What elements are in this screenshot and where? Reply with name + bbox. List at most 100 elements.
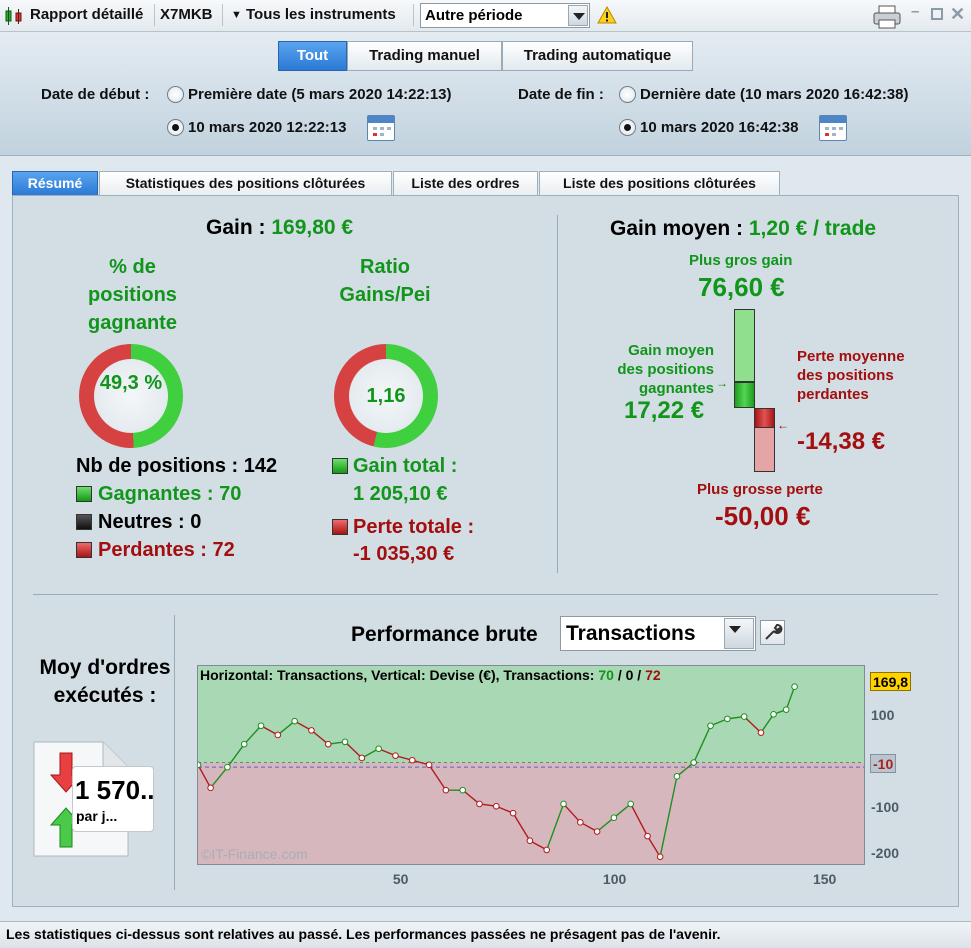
end-custom-radio[interactable] <box>619 119 636 136</box>
series-segment <box>512 812 531 842</box>
data-point <box>425 761 433 769</box>
winners-count: Gagnantes : 70 <box>98 483 242 505</box>
series-segment <box>693 725 712 763</box>
wrench-icon[interactable] <box>760 620 785 645</box>
x-tick-label: 150 <box>812 871 837 887</box>
avg-loss-value: -14,38 € <box>797 428 886 455</box>
avg-loss-bar <box>754 408 775 428</box>
mode-auto-button[interactable]: Trading automatique <box>502 41 693 71</box>
tab-orders[interactable]: Liste des ordres <box>393 171 538 195</box>
series-segment <box>743 716 762 734</box>
performance-line-chart <box>198 666 864 864</box>
series-segment <box>646 835 661 858</box>
disclaimer: Les statistiques ci-dessus sont relative… <box>6 926 721 942</box>
data-point <box>770 710 777 718</box>
instruments-dropdown[interactable]: Tous les instruments <box>246 6 396 23</box>
ratio-title: Ratio Gains/Pei <box>339 256 431 306</box>
tab-closed-positions[interactable]: Liste des positions clôturées <box>539 171 780 195</box>
series-segment <box>428 764 447 791</box>
close-icon[interactable]: ✕ <box>950 4 966 24</box>
filter-panel: Tout Trading manuel Trading automatique … <box>0 32 971 156</box>
calendar-icon[interactable] <box>819 115 847 141</box>
data-point <box>408 756 416 764</box>
data-point <box>526 837 534 845</box>
data-point <box>358 754 366 762</box>
end-date-label: Date de fin : <box>518 86 604 103</box>
series-segment <box>344 741 363 759</box>
avg-loss-label: Perte moyenne des positions perdantes <box>797 348 905 403</box>
positive-zone <box>198 666 864 763</box>
ratio-value: 1,16 <box>349 359 423 433</box>
performance-chart[interactable]: Horizontal: Transactions, Vertical: Devi… <box>197 665 865 865</box>
gain-label: Gain : <box>206 216 266 239</box>
orders-value-card: 1 570.. par j... <box>72 766 155 832</box>
data-point <box>324 740 332 748</box>
series-segment <box>785 686 796 710</box>
win-pct-value: 49,3 % <box>94 359 168 433</box>
data-point <box>690 759 698 766</box>
start-custom-radio[interactable] <box>167 119 184 136</box>
chevron-down-icon[interactable] <box>568 5 588 26</box>
mode-manual-button[interactable]: Trading manuel <box>347 41 502 71</box>
report-label: Rapport détaillé <box>30 6 144 23</box>
data-point <box>207 784 214 792</box>
series-segment <box>310 729 329 745</box>
loss-total-label: Perte totale : <box>353 516 475 538</box>
y-tick-label: 100 <box>871 706 895 723</box>
divider <box>33 594 938 595</box>
performance-axis-select[interactable]: Transactions <box>560 616 756 651</box>
maximize-icon[interactable] <box>931 8 943 20</box>
biggest-gain-label: Plus gros gain <box>689 252 793 269</box>
mode-all-button[interactable]: Tout <box>278 41 347 71</box>
divider <box>174 615 175 890</box>
series-segment <box>462 789 480 805</box>
end-custom-value: 10 mars 2020 16:42:38 <box>640 119 799 136</box>
end-last-radio[interactable] <box>619 86 636 103</box>
chart-count-neutral: 0 <box>625 667 634 683</box>
calendar-icon[interactable] <box>367 115 395 141</box>
positions-count: Nb de positions : 142 <box>76 455 278 477</box>
data-point <box>707 722 714 730</box>
data-point <box>757 729 765 736</box>
start-first-radio[interactable] <box>167 86 184 103</box>
series-segment <box>760 713 775 734</box>
arrow-right-icon: → <box>716 376 728 390</box>
series-segment <box>613 803 632 819</box>
data-point <box>577 819 584 826</box>
chart-count-losses: 72 <box>645 667 661 683</box>
x-tick-label: 100 <box>602 871 627 887</box>
avg-gain-value: 1,20 € / trade <box>748 217 877 240</box>
biggest-loss-value: -50,00 € <box>715 501 811 531</box>
data-point <box>509 809 517 817</box>
minimize-icon[interactable]: – <box>911 3 920 20</box>
red-square-icon <box>76 542 92 558</box>
print-icon[interactable] <box>872 5 902 29</box>
orders-unit: par j... <box>76 808 118 824</box>
data-point <box>673 773 681 780</box>
x-tick-label: 50 <box>392 871 409 887</box>
avg-win-label: Gain moyen des positions gagnantes <box>617 342 714 397</box>
green-square-icon <box>332 458 348 474</box>
period-select[interactable]: Autre période <box>420 3 590 28</box>
data-point <box>375 745 382 753</box>
series-segment <box>243 725 262 745</box>
data-point <box>392 752 399 759</box>
arrow-left-icon: ← <box>777 418 789 432</box>
chevron-down-icon[interactable] <box>724 618 754 649</box>
avg-gain-heading: Gain moyen : 1,20 € / trade <box>610 217 876 241</box>
series-segment <box>562 803 581 823</box>
data-point <box>593 828 601 835</box>
data-point <box>476 800 483 808</box>
data-point <box>274 731 282 739</box>
orders-value: 1 570.. <box>75 775 155 805</box>
data-point <box>459 786 466 794</box>
start-custom-value: 10 mars 2020 12:22:13 <box>188 119 347 136</box>
tab-summary[interactable]: Résumé <box>12 171 98 195</box>
losers-count: Perdantes : 72 <box>98 539 235 561</box>
data-point <box>198 761 202 769</box>
symbol-button[interactable]: X7MKB <box>160 6 213 23</box>
tab-closed-stats[interactable]: Statistiques des positions clôturées <box>99 171 392 195</box>
data-point <box>291 717 298 725</box>
loss-bar <box>754 427 775 472</box>
data-point <box>656 853 664 861</box>
